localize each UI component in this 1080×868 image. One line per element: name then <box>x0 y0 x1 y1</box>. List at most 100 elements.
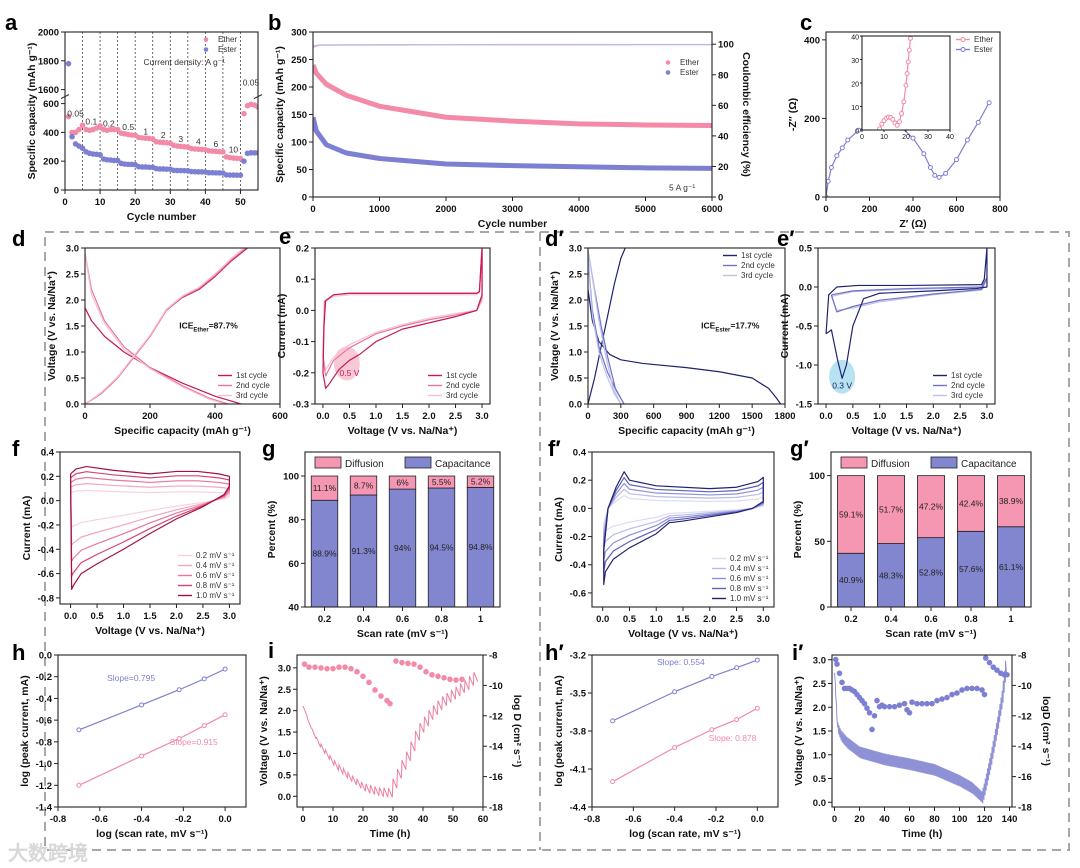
data-point <box>901 700 908 707</box>
data-point <box>709 674 715 680</box>
x-tick-label: -0.4 <box>666 814 683 825</box>
panel-label: i <box>268 638 274 663</box>
data-point <box>969 685 975 692</box>
y-axis-label: Percent (%) <box>792 501 804 559</box>
data-point <box>929 700 935 707</box>
y-tick-label: 200 <box>43 157 59 168</box>
x-axis-label: Voltage (V vs. Na/Na⁺) <box>348 425 458 437</box>
x-tick-label: 400 <box>207 411 223 422</box>
series-3rd-cycle <box>588 250 622 404</box>
series-0-8-mv-s- <box>69 471 231 577</box>
ice-annotation: ICEEster=17.7% <box>701 321 760 334</box>
plot-marks <box>322 248 483 389</box>
data-point <box>366 679 372 686</box>
y-tick-label: 0.0 <box>569 400 582 411</box>
y-axis-label: Voltage (V vs. Na/Na⁺) <box>549 271 561 381</box>
y-tick-label: 0 <box>302 193 307 204</box>
y-tick-label: 300 <box>291 28 307 39</box>
data-point <box>979 687 985 693</box>
annotation: 6 <box>214 139 219 149</box>
y-tick-label: 40 <box>851 35 859 42</box>
data-point <box>906 47 912 53</box>
data-point <box>241 110 247 117</box>
legend-swatch <box>404 456 432 469</box>
x-tick-label: 200 <box>142 411 158 422</box>
x-tick-label: 2.5 <box>954 411 968 422</box>
data-point <box>237 172 244 178</box>
data-point <box>336 664 342 670</box>
x-tick-label: -0.6 <box>92 814 108 825</box>
data-point <box>114 157 121 164</box>
data-point <box>914 700 920 707</box>
data-point <box>874 697 880 704</box>
series-ester <box>313 116 712 171</box>
y2-tick-label: -16 <box>1018 772 1032 783</box>
series-1st-cycle-discharge <box>85 307 242 404</box>
data-point <box>944 694 950 701</box>
bar-value-label: 8.7% <box>354 481 374 491</box>
y-tick-label: 1600 <box>38 85 59 96</box>
x-tick-label: -0.4 <box>133 814 150 825</box>
data-point <box>176 687 182 693</box>
data-point <box>924 700 930 707</box>
x-tick-label: -0.6 <box>625 814 641 825</box>
annotation: 0.05 <box>67 109 84 119</box>
y2-tick-label: -12 <box>1018 711 1032 722</box>
y-tick-label: -1.5 <box>796 400 813 411</box>
legend-label: 2nd cycle <box>236 381 270 390</box>
y-tick-label: 400 <box>43 128 59 139</box>
y2-tick-label: -10 <box>489 681 503 692</box>
ice-main: ICE <box>179 321 194 331</box>
bar-value-label: 48.3% <box>879 570 904 580</box>
x-tick-label: 1200 <box>709 411 730 422</box>
data-point <box>964 685 970 692</box>
data-point <box>834 153 840 159</box>
axis-break-mark <box>60 94 70 100</box>
panel-label: d <box>12 226 25 251</box>
data-point <box>954 157 959 163</box>
data-point <box>65 60 72 67</box>
y2-axis-label: log D (cm² s⁻¹) <box>511 695 523 768</box>
data-point <box>981 691 988 698</box>
ice-annotation: ICEEther=87.7% <box>179 321 238 334</box>
legend-marker <box>665 70 671 75</box>
bar-value-label: 40.9% <box>839 575 864 585</box>
plot-marks <box>313 43 712 171</box>
plot-marks <box>825 248 988 394</box>
x-tick-label: 0 <box>585 411 590 422</box>
panel-h: -0.8 -0.6 -0.4 -0.2 0.0 -1.4 -1.2 -1.0 -0.8 -0.6 -… <box>12 640 247 840</box>
ice-value: =87.7% <box>209 321 239 331</box>
y-tick-label: 0.0 <box>799 283 812 294</box>
data-point <box>906 709 913 716</box>
data-point <box>896 702 903 708</box>
panel-e: 0.0 0.5 1.0 1.5 2.0 2.5 3.0 -0.3 -0.2 -0.1 0.0 0.1 0… <box>276 224 491 437</box>
legend-label: 0.8 mV s⁻¹ <box>730 584 769 593</box>
data-point <box>954 690 960 696</box>
y-tick-label: 2.0 <box>813 703 826 714</box>
data-point <box>222 712 228 718</box>
plot-area <box>313 32 712 197</box>
y2-axis-label: Coulombic efficiency (%) <box>740 52 752 177</box>
series-0-2-mv-s- <box>69 489 231 528</box>
x-tick-label: 300 <box>613 411 629 422</box>
data-point <box>905 59 911 65</box>
bar-diffusion <box>388 475 417 490</box>
bar-diffusion <box>957 475 986 532</box>
axes-frame <box>57 654 247 808</box>
data-point <box>1004 671 1010 678</box>
x-tick-label: 1.0 <box>873 411 886 422</box>
x-axis-label: Specific capacity (mAh g⁻¹) <box>114 425 251 437</box>
bar-value-label: 94.8% <box>468 542 493 552</box>
x-tick-label: 0.2 <box>318 614 331 625</box>
data-point <box>378 693 384 699</box>
x-tick-label: 600 <box>646 411 662 422</box>
data-point <box>939 696 945 702</box>
x-axis-label: Scan rate (mV s⁻¹) <box>357 628 448 640</box>
x-tick-label: 30 <box>924 134 932 141</box>
legend-label: Ether <box>218 35 237 44</box>
y-tick-label: 400 <box>804 35 820 46</box>
y-axis-label: Voltage (V vs. Na/Na⁺) <box>258 676 270 786</box>
bar-diffusion <box>349 475 378 496</box>
x-tick-label: 800 <box>992 204 1008 215</box>
plot-marks <box>69 465 231 591</box>
